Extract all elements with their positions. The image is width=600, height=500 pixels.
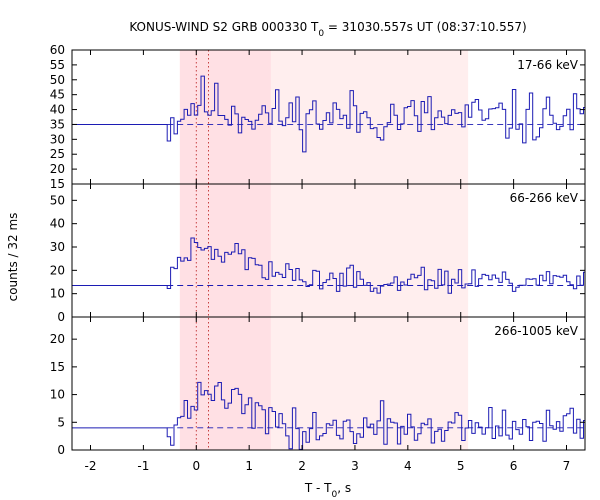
x-axis-label-sub: 0	[332, 490, 338, 500]
y-tick-label: 60	[50, 43, 65, 57]
x-tick-label: -1	[137, 459, 149, 473]
x-tick-label: 4	[404, 459, 412, 473]
y-tick-label: 40	[50, 217, 65, 231]
x-tick-label: 1	[245, 459, 253, 473]
y-tick-label: 50	[50, 73, 65, 87]
y-axis-label: counts / 32 ms	[6, 213, 20, 302]
series-66-266-kev	[72, 237, 585, 294]
y-tick-label: 20	[50, 332, 65, 346]
y-tick-label: 30	[50, 132, 65, 146]
x-axis-label-main: T - T	[304, 481, 332, 495]
chart-title-sub: 0	[318, 29, 324, 39]
x-tick-label: 5	[457, 459, 465, 473]
y-tick-label: 20	[50, 263, 65, 277]
y-tick-label: 50	[50, 193, 65, 207]
series-17-66-kev	[72, 75, 585, 153]
band-label-17-66-kev: 17-66 keV	[517, 58, 579, 72]
series-266-1005-kev	[72, 381, 585, 450]
y-tick-label: 5	[57, 415, 65, 429]
y-tick-label: 45	[50, 88, 65, 102]
y-tick-label: 0	[57, 443, 65, 457]
y-tick-label: 30	[50, 240, 65, 254]
axis-ticks: 152025303540455055600102030405005101520-…	[50, 43, 585, 473]
band-label-66-266-kev: 66-266 keV	[510, 191, 579, 205]
x-tick-label: 2	[298, 459, 306, 473]
x-tick-label: 6	[510, 459, 518, 473]
y-tick-label: 55	[50, 58, 65, 72]
x-tick-label: 7	[563, 459, 571, 473]
y-tick-label: 25	[50, 147, 65, 161]
shaded-intervals	[179, 50, 469, 450]
band-label-266-1005-kev: 266-1005 keV	[494, 324, 578, 338]
y-tick-label: 15	[50, 177, 65, 191]
y-tick-label: 0	[57, 310, 65, 324]
y-tick-label: 35	[50, 117, 65, 131]
light-curve-series	[72, 75, 585, 450]
shaded-interval-1	[179, 50, 271, 450]
reference-lines	[195, 50, 209, 450]
chart-title-main: KONUS-WIND S2 GRB 000330 T	[129, 20, 319, 34]
panel-frame-2	[71, 316, 586, 451]
x-tick-label: 0	[192, 459, 200, 473]
x-tick-label: 3	[351, 459, 359, 473]
x-axis-label-rest: , s	[337, 481, 351, 495]
y-tick-label: 20	[50, 162, 65, 176]
x-axis-label: T - T0, s	[304, 481, 351, 500]
chart-title: KONUS-WIND S2 GRB 000330 T0 = 31030.557s…	[129, 20, 526, 39]
axes	[71, 49, 586, 451]
y-tick-label: 10	[50, 287, 65, 301]
y-tick-label: 15	[50, 360, 65, 374]
chart-title-rest: = 31030.557s UT (08:37:10.557)	[324, 20, 527, 34]
y-tick-label: 40	[50, 103, 65, 117]
x-tick-label: -2	[85, 459, 97, 473]
y-tick-label: 10	[50, 388, 65, 402]
